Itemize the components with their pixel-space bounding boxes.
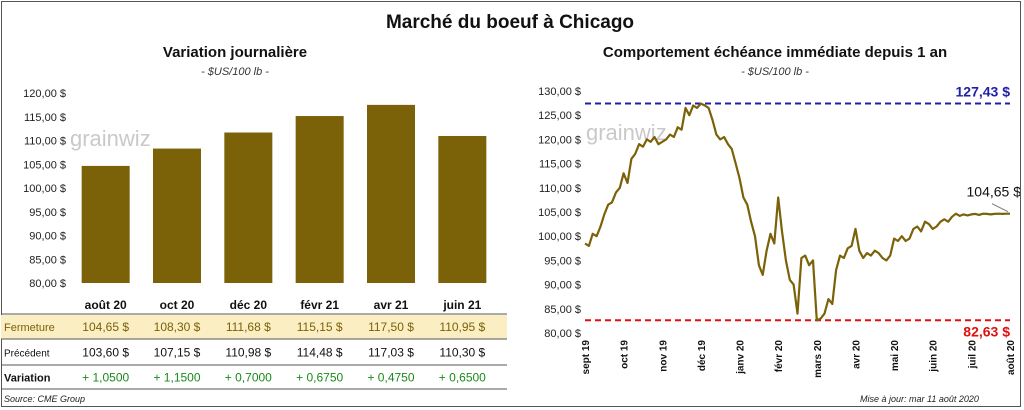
last-value-label: 104,65 $	[967, 184, 1021, 200]
bar-category-label: juin 21	[442, 298, 481, 312]
watermark-left: grainwiz	[70, 126, 151, 151]
line-x-tick-label: mars 20	[813, 340, 824, 378]
table-cell: + 0,4750	[367, 371, 414, 385]
bar-category-label: févr 21	[300, 298, 339, 312]
line-chart-title: Comportement échéance immédiate depuis 1…	[602, 44, 948, 61]
table-row-label: Précédent	[4, 349, 50, 360]
bar-category-label: août 20	[85, 298, 127, 312]
line-y-tick-label: 115,00 $	[539, 159, 581, 171]
line-x-tick-label: oct 19	[620, 340, 631, 369]
bar-chart-title: Variation journalière	[162, 44, 308, 61]
table-cell: 110,98 $	[225, 346, 271, 360]
bar-chart: 80,00 $ 85,00 $ 90,00 $ 95,00 $ 100,00 $ 105,…	[1, 88, 507, 390]
table-cell: 104,65 $	[82, 320, 129, 334]
table-cell: + 0,6750	[296, 371, 343, 385]
bar-category-label: avr 21	[374, 298, 409, 312]
line-x-tick-label: juil 20	[967, 340, 978, 370]
table-cell: 114,48 $	[297, 346, 343, 360]
bar-y-tick-label: 100,00 $	[23, 183, 66, 195]
line-x-tick-label: sept 19	[581, 340, 592, 375]
line-y-tick-label: 110,00 $	[539, 183, 581, 195]
bar-y-tick-label: 95,00 $	[29, 207, 66, 219]
line-y-tick-label: 80,00 $	[544, 328, 581, 340]
high-label: 127,43 $	[956, 83, 1011, 99]
line-x-tick-label: avr 20	[851, 340, 862, 369]
bar-y-tick-label: 85,00 $	[29, 254, 66, 266]
bar-y-tick-label: 80,00 $	[29, 278, 66, 290]
bar-chart-unit: - $US/100 lb -	[201, 66, 269, 78]
line-x-tick-label: janv 20	[736, 340, 747, 375]
table-cell: 110,95 $	[439, 320, 485, 334]
table-cell: + 0,6500	[439, 371, 486, 385]
line-y-tick-label: 105,00 $	[538, 207, 581, 219]
table-cell: 111,68 $	[226, 320, 271, 334]
table-cell: + 1,0500	[82, 371, 129, 385]
line-x-tick-label: mai 20	[890, 340, 901, 372]
line-y-tick-label: 85,00 $	[544, 304, 581, 316]
bar-category-label: oct 20	[160, 298, 195, 312]
line-x-tick-label: juin 20	[929, 340, 940, 373]
line-y-tick-label: 95,00 $	[544, 255, 581, 267]
bar-category-label: déc 20	[230, 298, 268, 312]
bar-y-tick-label: 110,00 $	[24, 136, 66, 148]
table-cell: 110,30 $	[439, 346, 485, 360]
table-cell: 107,15 $	[154, 346, 201, 360]
line-x-tick-label: août 20	[1006, 340, 1017, 375]
update-note: Mise à jour: mar 11 août 2020	[860, 394, 979, 404]
bar	[81, 165, 130, 283]
price-line	[584, 102, 1010, 322]
table-row-label: Fermeture	[4, 322, 55, 334]
bar	[438, 135, 487, 283]
bar	[367, 104, 415, 283]
line-y-tick-label: 130,00 $	[538, 86, 581, 98]
bar-y-tick-label: 90,00 $	[29, 231, 66, 243]
bar	[224, 132, 273, 283]
line-chart-unit: - $US/100 lb -	[741, 66, 809, 78]
watermark-right: grainwiz	[586, 120, 667, 145]
bar-y-tick-label: 105,00 $	[23, 159, 66, 171]
table-cell: + 1,1500	[153, 371, 200, 385]
bar-y-tick-label: 115,00 $	[24, 112, 66, 124]
bar-y-tick-label: 120,00 $	[23, 88, 66, 100]
table-cell: 108,30 $	[154, 320, 201, 334]
table-cell: 117,50 $	[368, 320, 414, 334]
table-row-highlight	[1, 315, 507, 339]
table-cell: + 0,7000	[225, 371, 272, 385]
table-cell: 115,15 $	[297, 320, 343, 334]
low-label: 82,63 $	[963, 323, 1010, 339]
main-title: Marché du boeuf à Chicago	[385, 12, 635, 33]
table-cell: 103,60 $	[82, 346, 129, 360]
line-chart: 80,00 $ 85,00 $ 90,00 $ 95,00 $ 100,00 $ 105,…	[538, 83, 1021, 378]
table-row-label: Variation	[4, 373, 51, 385]
line-x-tick-label: févr 20	[774, 340, 785, 373]
source-note: Source: CME Group	[4, 394, 86, 404]
table-cell: 117,03 $	[368, 346, 414, 360]
line-y-tick-label: 125,00 $	[538, 110, 581, 122]
line-y-tick-label: 100,00 $	[538, 231, 581, 243]
line-y-tick-label: 90,00 $	[544, 280, 581, 292]
line-x-tick-label: nov 19	[658, 340, 669, 372]
line-x-tick-label: déc 19	[697, 340, 708, 372]
bar	[153, 148, 201, 283]
last-value-leader	[991, 203, 1009, 213]
bar	[295, 116, 344, 283]
line-y-tick-label: 120,00 $	[538, 134, 581, 146]
